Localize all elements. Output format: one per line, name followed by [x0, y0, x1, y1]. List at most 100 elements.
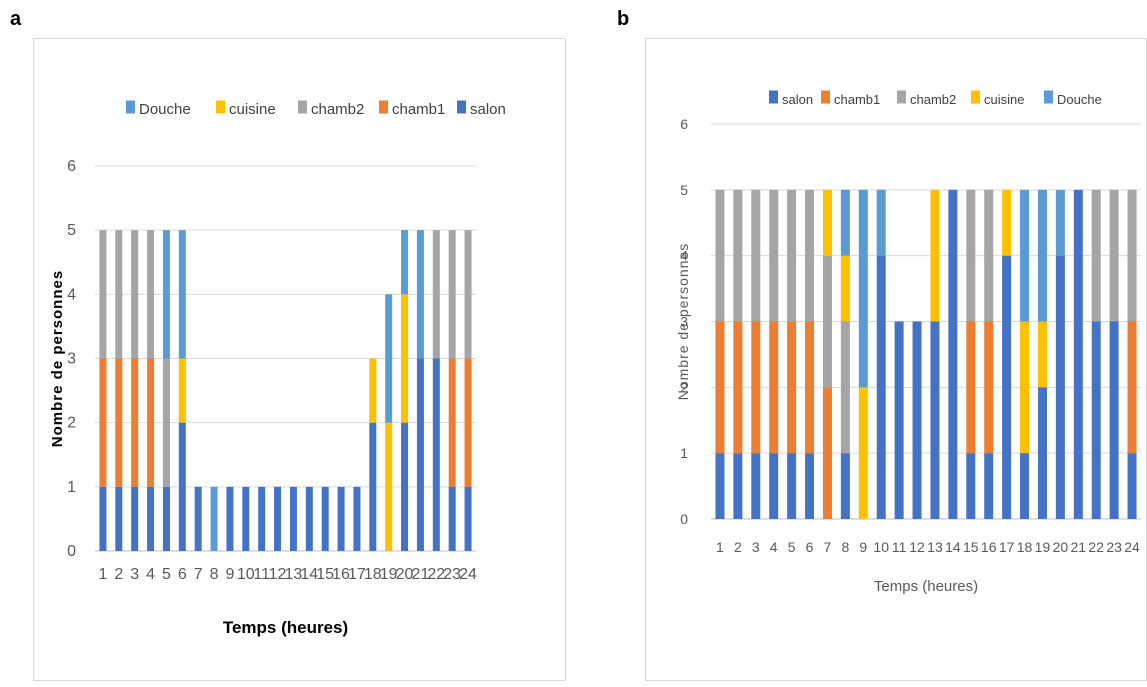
chart-a-y-tick-label: 3 [67, 351, 76, 368]
chart-b-bar-chamb2-8 [840, 321, 850, 454]
chart-a-x-tick-label: 24 [459, 566, 477, 583]
chart-b-bar-chamb1-16 [984, 321, 994, 454]
chart-b-legend-label-douche: Douche [1057, 92, 1102, 107]
chart-b-bar-cuisine-13 [930, 189, 940, 322]
chart-a-x-tick-label: 9 [225, 566, 234, 583]
chart-b-bar-chamb1-1 [715, 321, 725, 454]
chart-b-bar-salon-3 [751, 453, 761, 519]
chart-a-y-tick-label: 5 [67, 222, 76, 239]
chart-b-bar-chamb2-1 [715, 189, 725, 322]
chart-b-x-tick-label: 1 [716, 539, 724, 555]
chart-a-x-tick-label: 6 [178, 566, 187, 583]
chart-b-y-tick-label: 6 [680, 116, 688, 132]
chart-b-x-tick-label: 23 [1106, 539, 1122, 555]
chart-a-bar-salon-23 [448, 486, 456, 551]
chart-a-bar-chamb2-2 [115, 230, 123, 359]
chart-a-legend-label-chamb1: chamb1 [392, 101, 445, 118]
chart-a-legend-swatch-chamb1 [379, 100, 388, 114]
chart-b-x-axis-title: Temps (heures) [874, 578, 978, 595]
chart-b-bar-chamb2-4 [769, 189, 779, 322]
chart-a-legend-label-salon: salon [470, 101, 506, 118]
chart-b-x-tick-label: 3 [752, 539, 760, 555]
chart-a-frame: 0 1 2 3 4 5 6 1 2 3 4 5 6 7 8 9 10 11 12 13 14 15 16 17 18 19 20 21… [33, 38, 566, 681]
chart-a-x-tick-label: 15 [316, 566, 334, 583]
chart-a-bar-douche-6 [178, 230, 186, 359]
chart-a-bar-salon-1 [99, 486, 107, 551]
chart-a-legend-swatch-chamb2 [298, 100, 307, 114]
chart-b-bar-douche-9 [858, 189, 868, 388]
chart-a-bar-salon-14 [305, 486, 313, 551]
chart-a-bar-salon-22 [432, 358, 440, 551]
chart-b-legend-swatch-salon [769, 90, 778, 104]
chart-a-x-tick-label: 3 [130, 566, 139, 583]
chart-b-bar-chamb1-5 [787, 321, 797, 454]
chart-b-bar-chamb2-23 [1109, 189, 1119, 322]
chart-b-bar-salon-16 [984, 453, 994, 519]
chart-b-y-tick-label: 0 [680, 511, 688, 527]
chart-b-bar-chamb2-2 [733, 189, 743, 322]
chart-a-y-axis-title: Nombre de personnes [49, 270, 66, 447]
chart-a-x-tick-label: 10 [237, 566, 255, 583]
chart-b-bar-chamb2-22 [1091, 189, 1101, 322]
chart-a-bar-salon-7 [194, 486, 202, 551]
chart-b-y-tick-label: 2 [680, 379, 688, 395]
chart-a-x-tick-label: 12 [269, 566, 287, 583]
chart-b-bar-cuisine-7 [822, 189, 832, 256]
chart-b-bar-chamb2-5 [787, 189, 797, 322]
chart-a-bar-chamb2-1 [99, 230, 107, 359]
chart-b-x-tick-label: 12 [909, 539, 925, 555]
chart-a-bar-chamb1-2 [115, 358, 123, 487]
chart-b-bar-salon-10 [876, 255, 886, 519]
chart-a-y-tick-label: 4 [67, 286, 76, 303]
chart-b-x-tick-label: 19 [1035, 539, 1051, 555]
chart-b-bar-salon-8 [840, 453, 850, 519]
chart-a-bar-salon-15 [321, 486, 329, 551]
chart-a-bar-chamb1-4 [147, 358, 155, 487]
chart-a-bar-salon-9 [226, 486, 234, 551]
chart-a-y-tick-label: 1 [67, 479, 76, 496]
chart-b-bar-salon-20 [1055, 255, 1065, 519]
chart-b-bar-salon-18 [1020, 453, 1030, 519]
chart-b-bar-chamb1-3 [751, 321, 761, 454]
chart-b-y-axis-title: Nombre de personnes [675, 243, 691, 401]
chart-a-bar-salon-10 [242, 486, 250, 551]
chart-b-bar-salon-6 [805, 453, 815, 519]
chart-a-x-tick-label: 20 [396, 566, 414, 583]
chart-b-x-tick-label: 21 [1071, 539, 1087, 555]
chart-a-bar-chamb2-3 [131, 230, 139, 359]
chart-a-x-tick-label: 17 [348, 566, 366, 583]
chart-a-bar-chamb1-23 [448, 358, 456, 487]
panel-label-b: b [617, 8, 630, 30]
chart-b-x-tick-label: 14 [945, 539, 961, 555]
chart-b-x-tick-label: 22 [1088, 539, 1104, 555]
chart-b-x-tick-label: 13 [927, 539, 943, 555]
chart-a-bar-chamb1-1 [99, 358, 107, 487]
chart-a-y-tick-label: 0 [67, 543, 76, 560]
chart-a-bar-douche-5 [162, 230, 170, 359]
chart-b-x-tick-label: 9 [859, 539, 867, 555]
chart-b-bar-chamb2-6 [805, 189, 815, 322]
chart-a-legend-swatch-salon [457, 100, 466, 114]
chart-a-legend-label-chamb2: chamb2 [311, 101, 364, 118]
chart-b-bar-salon-4 [769, 453, 779, 519]
chart-b-x-tick-label: 24 [1124, 539, 1140, 555]
chart-a-bar-chamb1-24 [464, 358, 472, 487]
chart-b-legend-label-chamb1: chamb1 [834, 92, 880, 107]
chart-b-x-tick-label: 4 [770, 539, 778, 555]
chart-a-bar-chamb2-4 [147, 230, 155, 359]
chart-b-bar-salon-19 [1037, 387, 1047, 519]
chart-a-x-tick-label: 7 [194, 566, 203, 583]
chart-b-bar-cuisine-18 [1020, 321, 1030, 454]
chart-a-x-tick-label: 11 [253, 566, 270, 583]
chart-a-bar-salon-6 [178, 422, 186, 551]
chart-a-y-tick-label: 2 [67, 415, 76, 432]
chart-a-x-tick-label: 2 [114, 566, 123, 583]
chart-b-bar-salon-2 [733, 453, 743, 519]
chart-b-bar-douche-20 [1055, 189, 1065, 256]
chart-b-legend-swatch-chamb2 [897, 90, 906, 104]
chart-a-legend-swatch-douche [126, 100, 135, 114]
chart-b-bar-salon-1 [715, 453, 725, 519]
chart-b-legend-label-salon: salon [782, 92, 813, 107]
